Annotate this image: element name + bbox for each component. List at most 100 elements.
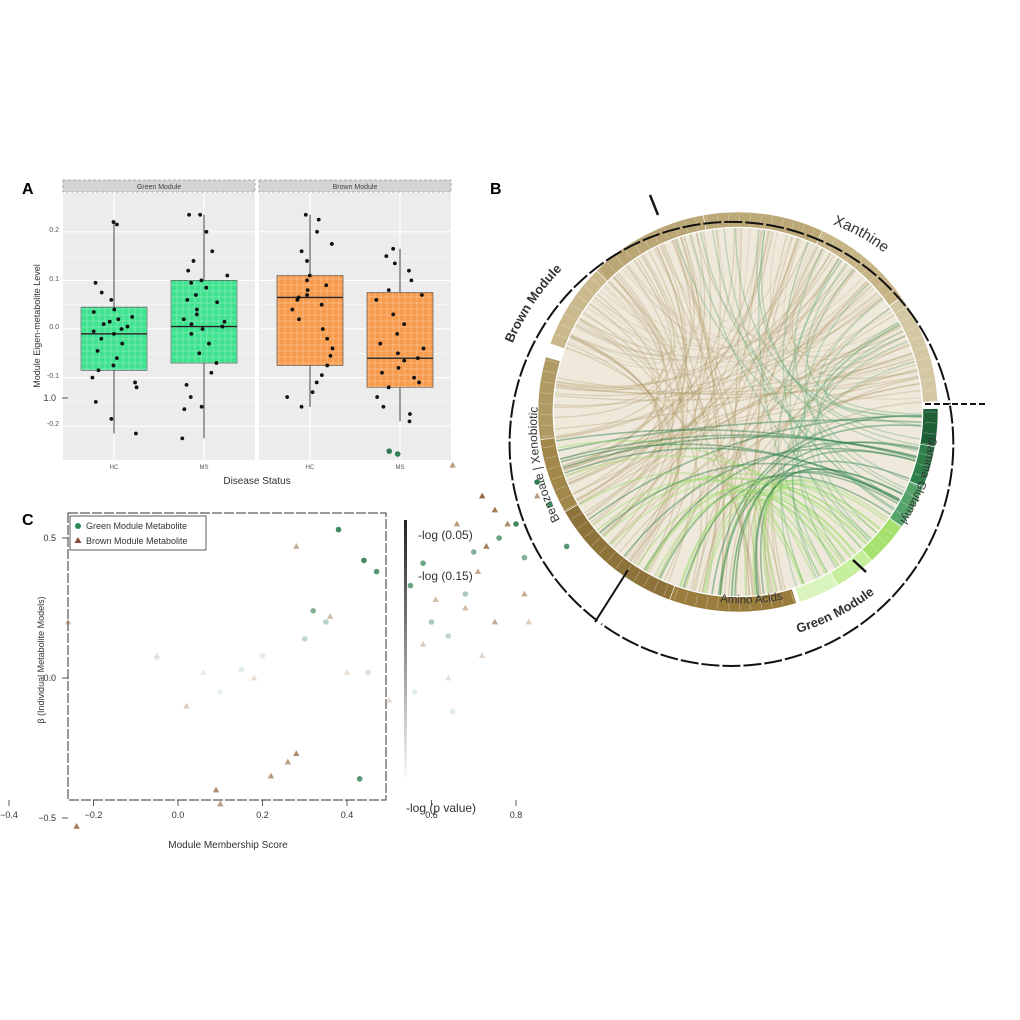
a-point <box>189 331 194 336</box>
chord-ribbon <box>562 389 922 471</box>
sector-tick-top <box>648 194 660 216</box>
chord-ribbon <box>587 295 666 357</box>
chord-ribbon <box>562 376 920 472</box>
c-ylabel: β (Individual Metabolite Models) <box>36 596 46 723</box>
chord-ribbon <box>566 227 735 482</box>
chord-ribbon <box>628 382 921 563</box>
a-point <box>182 407 187 412</box>
chord-ribbon <box>764 401 923 595</box>
chord-ribbon <box>684 496 827 590</box>
a-point <box>200 327 205 331</box>
brown-metabolite-point <box>483 543 490 549</box>
chord-ribbon <box>670 239 761 596</box>
chord-ribbon <box>771 269 857 591</box>
green-metabolite-point <box>547 501 553 508</box>
ring-cell-divider <box>917 357 929 361</box>
ring-cell-divider <box>615 255 624 265</box>
chord-ribbon <box>583 313 896 515</box>
chord-ribbon <box>683 279 869 590</box>
a-point <box>109 297 114 302</box>
a-point <box>392 261 397 266</box>
chord-ribbon <box>574 254 678 357</box>
a-ylabel: Module Eigen-metabolite Level <box>32 264 42 388</box>
chord-ribbon <box>598 462 901 535</box>
ring-segment-brown <box>889 296 939 403</box>
chord-ribbon <box>554 357 916 395</box>
brown-metabolite-point <box>386 697 393 703</box>
chord-ribbon <box>561 436 918 469</box>
chord-ribbon <box>647 228 722 575</box>
a-point <box>193 293 198 297</box>
chord-ribbon <box>566 340 915 382</box>
chord-ribbon <box>788 242 905 358</box>
chord-ribbon <box>760 228 921 447</box>
panel-a-boxplot: A Green Module Brown Module 0.2 0.1 0.0 … <box>22 179 452 487</box>
c-xtick-label: 0.6 <box>425 810 438 820</box>
a-point <box>378 341 383 346</box>
a-point <box>133 431 138 436</box>
green-metabolite-point <box>310 608 317 614</box>
ring-segment-green <box>794 571 839 603</box>
chord-ribbon <box>783 237 914 369</box>
chord-ribbon <box>575 245 685 502</box>
a-point <box>96 368 101 373</box>
chord-ribbon <box>814 339 909 535</box>
a-point <box>310 390 315 395</box>
a-point <box>420 293 424 297</box>
chord-ribbon <box>622 447 917 558</box>
green-metabolite-point <box>521 554 528 561</box>
chord-ribbon <box>720 235 794 597</box>
chord-ribbon <box>585 237 801 518</box>
a-point <box>386 385 391 390</box>
chord-ribbon <box>553 275 664 408</box>
a-ytick-neg0.2: -0.2 <box>47 421 59 428</box>
chord-ribbon <box>719 494 844 597</box>
green-metabolite-point <box>386 448 393 455</box>
chord-ribbon <box>782 240 863 550</box>
a-point <box>125 324 130 329</box>
a-point <box>409 278 414 283</box>
chord-ribbon <box>627 234 703 562</box>
a-point <box>215 300 219 305</box>
ring-cell-divider <box>901 501 912 508</box>
a-point <box>204 229 209 234</box>
c-xtick-label: 0.4 <box>341 810 354 820</box>
a-point <box>119 327 124 331</box>
a-point <box>324 283 329 288</box>
chord-ribbon <box>786 241 894 349</box>
chord-ribbon <box>757 228 829 575</box>
ring-cell-divider <box>643 576 650 587</box>
ring-cell-divider <box>555 333 567 339</box>
chord-ribbon <box>618 325 903 554</box>
chord-ribbon <box>614 273 683 566</box>
c-xlabel: Module Membership Score <box>168 840 288 851</box>
chord-ribbon <box>553 370 919 401</box>
scale-label-0.15: -log (0.15) <box>418 569 473 583</box>
chord-ribbon <box>747 247 824 597</box>
chord-ribbon <box>759 450 917 596</box>
a-point <box>421 346 426 351</box>
a-point <box>285 395 290 399</box>
chord-ribbon <box>556 419 923 452</box>
chord-ribbon <box>569 245 819 361</box>
a-point <box>315 229 319 234</box>
a-point <box>186 268 191 273</box>
ring-cell-divider <box>917 463 929 467</box>
chord-ribbon <box>608 382 921 546</box>
ring-cell-divider <box>890 297 900 305</box>
chord-ribbon <box>687 227 738 322</box>
green-metabolite-point <box>513 521 519 527</box>
chord-ribbon <box>680 235 719 595</box>
green-metabolite-point <box>361 557 367 564</box>
chord-ribbon <box>621 267 923 400</box>
ring-cell-divider <box>543 445 555 449</box>
ring-cell-divider <box>770 596 773 608</box>
chord-ribbon <box>663 236 799 582</box>
legend-brown-label: Brown Module Metabolite <box>86 536 188 546</box>
brown-metabolite-point <box>419 641 427 647</box>
ring-cell-divider <box>870 543 879 552</box>
a-point <box>222 319 227 324</box>
a-point <box>91 310 96 314</box>
ring-cell-divider <box>901 316 912 323</box>
chord-ribbon <box>612 230 712 550</box>
